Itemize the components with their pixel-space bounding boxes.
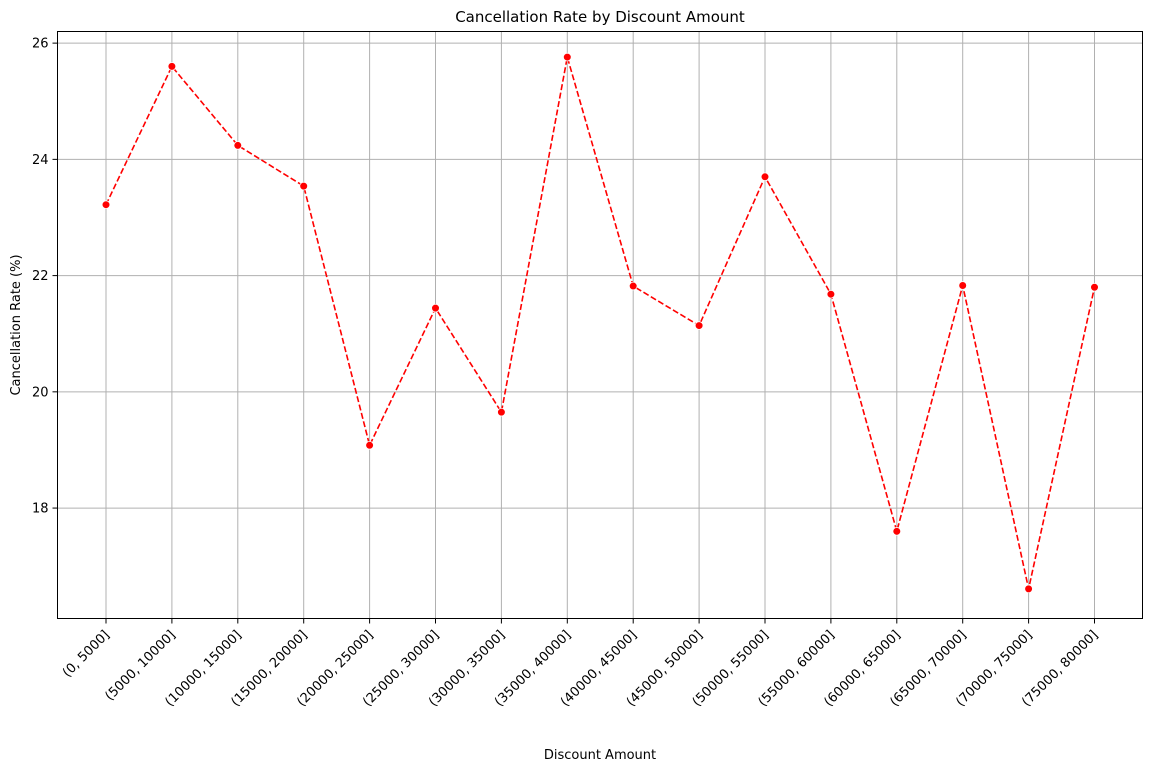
- series-points: [101, 52, 1099, 594]
- data-point: [167, 62, 177, 71]
- series-line: [105, 56, 1096, 590]
- data-point: [628, 281, 638, 291]
- x-axis-label: Discount Amount: [544, 748, 656, 763]
- x-tick-label: (0, 5000]: [60, 628, 113, 681]
- data-point: [760, 172, 770, 182]
- grid-lines: [57, 31, 1143, 619]
- data-point: [365, 441, 374, 450]
- y-axis-ticks: 18 20 22 24 26: [32, 37, 58, 517]
- y-tick-label: 24: [32, 153, 49, 168]
- x-axis-ticks: (0, 5000](5000, 10000](10000, 15000](150…: [60, 618, 1101, 710]
- data-point: [958, 281, 967, 290]
- y-tick-label: 26: [32, 37, 49, 52]
- data-point: [562, 52, 572, 62]
- data-point: [1090, 282, 1099, 292]
- y-axis-label: Cancellation Rate (%): [9, 254, 24, 395]
- data-point: [1024, 584, 1033, 594]
- data-point: [431, 303, 440, 313]
- x-tick-label: (5000, 10000]: [102, 628, 178, 704]
- data-point: [233, 141, 243, 150]
- data-point: [101, 200, 111, 209]
- data-point: [694, 321, 704, 330]
- y-tick-label: 20: [32, 385, 49, 400]
- chart-title: Cancellation Rate by Discount Amount: [455, 8, 745, 26]
- data-point: [299, 181, 309, 191]
- y-tick-label: 18: [32, 502, 49, 517]
- data-point: [826, 289, 836, 299]
- y-tick-label: 22: [32, 269, 49, 284]
- plot-frame: [57, 31, 1143, 619]
- data-point: [497, 407, 506, 417]
- data-point: [892, 527, 902, 536]
